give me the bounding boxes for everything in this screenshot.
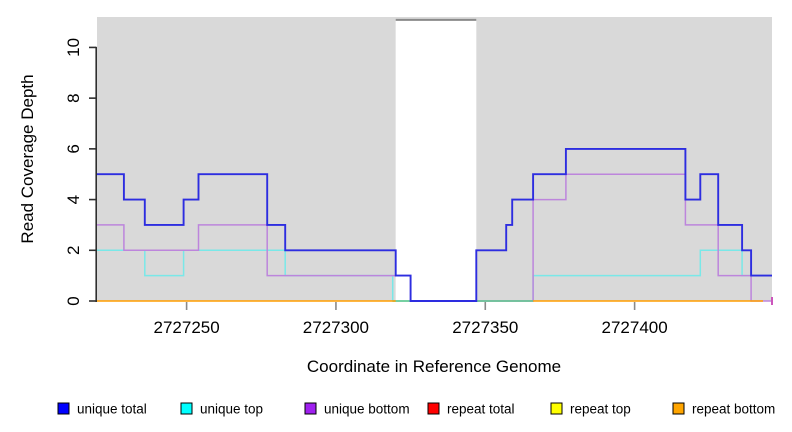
y-axis-tick-label: 0 <box>64 296 83 305</box>
series-unique-top <box>97 249 772 302</box>
y-axis-title: Read Coverage Depth <box>18 74 37 243</box>
legend-item: repeat top <box>550 402 631 417</box>
legend-swatch <box>427 402 440 415</box>
legend-label: unique top <box>200 402 263 417</box>
legend-label: unique total <box>77 402 147 417</box>
masked-region <box>395 19 477 301</box>
plot-background-layer <box>97 17 772 301</box>
legend-swatch <box>672 402 685 415</box>
legend-item: repeat total <box>427 402 515 417</box>
legend-swatch <box>304 402 317 415</box>
legend-item: repeat bottom <box>672 402 775 417</box>
legend-item: unique bottom <box>304 402 410 417</box>
legend-item: unique total <box>57 402 147 417</box>
x-axis-title: Coordinate in Reference Genome <box>307 357 561 376</box>
y-axis-tick-label: 6 <box>64 144 83 153</box>
x-axis-tick-label: 2727300 <box>303 318 369 337</box>
legend-swatch <box>180 402 193 415</box>
legend-item: unique top <box>180 402 263 417</box>
legend-swatch <box>550 402 563 415</box>
legend-swatch <box>57 402 70 415</box>
y-axis-tick-label: 10 <box>64 38 83 57</box>
series-unique-bottom <box>97 173 772 302</box>
x-axis-tick-label: 2727350 <box>452 318 518 337</box>
legend-label: repeat bottom <box>692 402 775 417</box>
legend: unique total unique top unique bottom repea… <box>57 402 775 417</box>
legend-label: repeat top <box>570 402 631 417</box>
x-axis-tick-label: 2727250 <box>154 318 220 337</box>
y-axis-tick-label: 2 <box>64 246 83 255</box>
x-axis-tick-label: 2727400 <box>602 318 668 337</box>
series-unique-total <box>97 147 772 302</box>
series-layer <box>97 147 773 305</box>
y-axis-tick-label: 4 <box>64 195 83 204</box>
y-axis-tick-label: 8 <box>64 93 83 102</box>
legend-label: unique bottom <box>324 402 410 417</box>
legend-label: repeat total <box>447 402 515 417</box>
axes-layer: 0 2 4 6 8 10 2727250 2727300 2727350 2727400 <box>64 38 668 337</box>
